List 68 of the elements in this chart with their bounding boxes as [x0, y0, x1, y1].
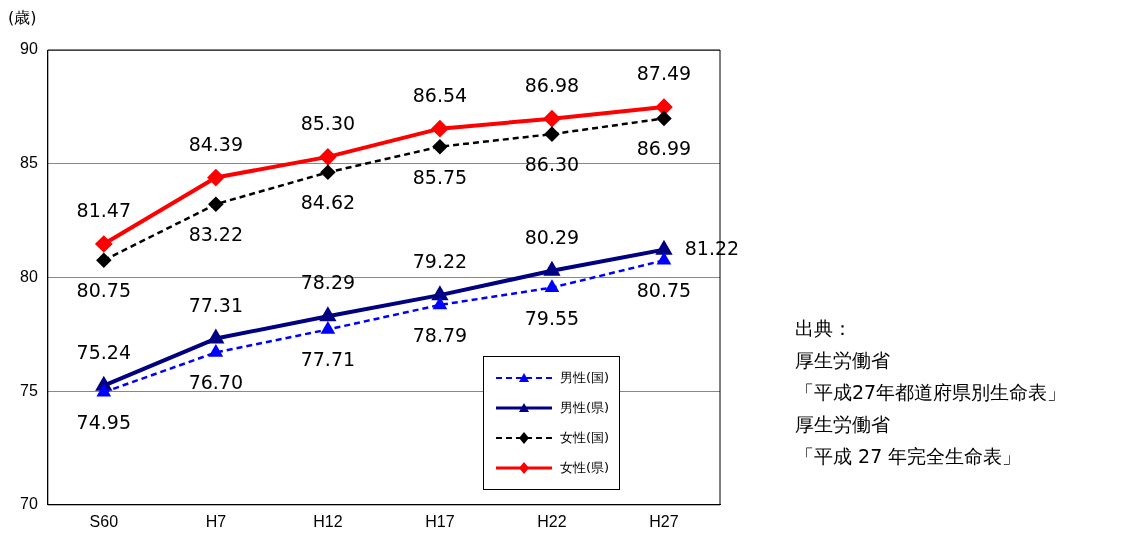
point — [543, 260, 561, 276]
data-label: 80.75 — [76, 279, 132, 302]
point — [95, 235, 112, 252]
point — [545, 280, 559, 292]
data-label: 80.75 — [636, 279, 692, 302]
data-label: 75.24 — [76, 340, 132, 363]
point — [321, 322, 335, 334]
text: 厚生労働省 — [795, 348, 891, 373]
point — [432, 287, 448, 301]
data-label: 86.54 — [412, 83, 468, 106]
point — [432, 139, 448, 154]
y-axis-title: (歳) — [8, 8, 37, 29]
data-label: 86.99 — [636, 137, 692, 160]
y-tick-label: 90 — [20, 40, 38, 58]
point — [543, 110, 560, 127]
x-tick-label: H22 — [537, 512, 567, 530]
point — [320, 165, 336, 180]
source-note: 出典： — [795, 316, 853, 341]
legend-label: 女性(国) — [560, 428, 610, 447]
data-label: 79.22 — [412, 250, 468, 273]
data-label: 78.29 — [300, 271, 356, 294]
point — [656, 111, 672, 126]
point — [207, 169, 224, 186]
data-label: 86.98 — [524, 73, 580, 96]
point — [96, 253, 112, 268]
point — [655, 99, 672, 116]
legend-label: 男性(国) — [560, 368, 610, 387]
legend-label: 女性(県) — [560, 458, 610, 477]
x-tick-label: H27 — [649, 512, 679, 530]
data-label: 78.79 — [412, 323, 468, 346]
data-label: 74.95 — [76, 411, 132, 434]
x-tick-label: H12 — [313, 512, 343, 530]
point — [544, 126, 560, 142]
x-tick-label: S60 — [89, 512, 119, 530]
x-tick-label: H7 — [205, 512, 227, 530]
legend-label: 男性(県) — [560, 398, 610, 417]
point — [208, 328, 225, 344]
data-label: 77.71 — [300, 348, 356, 371]
text: 厚生労働省 — [795, 412, 891, 437]
data-label: 77.31 — [188, 293, 244, 316]
point — [208, 196, 224, 212]
data-label: 84.39 — [188, 132, 244, 155]
text: 「平成27年都道府県別生命表」 — [795, 380, 1067, 405]
data-label: 79.55 — [524, 306, 580, 329]
data-label: 85.30 — [300, 111, 356, 134]
y-tick-label: 70 — [20, 495, 38, 513]
data-label: 86.30 — [524, 153, 580, 176]
x-tick-label: H17 — [425, 512, 455, 530]
y-tick-label: 75 — [20, 381, 38, 399]
data-label: 80.29 — [524, 225, 580, 248]
point — [657, 253, 671, 265]
y-tick-label: 85 — [20, 154, 38, 172]
point — [433, 297, 447, 310]
y-tick-label: 80 — [20, 267, 38, 285]
point — [97, 384, 111, 397]
point — [320, 308, 336, 322]
point — [209, 345, 223, 357]
data-label: 85.75 — [412, 165, 468, 188]
point — [431, 120, 448, 137]
data-label: 81.22 — [684, 236, 740, 259]
data-label: 83.22 — [188, 223, 244, 246]
text: 「平成 27 年完全生命表」 — [795, 444, 1023, 469]
data-label: 76.70 — [188, 371, 244, 394]
point — [656, 241, 672, 255]
data-label: 87.49 — [636, 62, 692, 85]
data-label: 81.47 — [76, 198, 132, 221]
point — [319, 148, 336, 165]
data-label: 84.62 — [300, 191, 356, 214]
